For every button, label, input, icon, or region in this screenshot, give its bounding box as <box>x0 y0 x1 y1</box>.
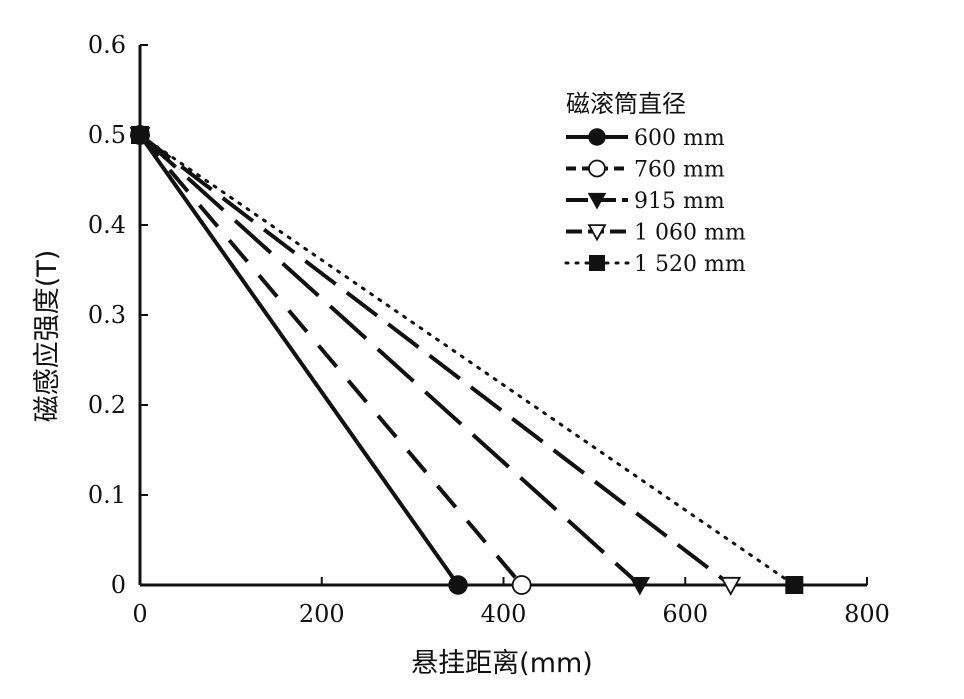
legend-title: 磁滚筒直径 <box>566 90 686 118</box>
series-layer <box>129 125 804 596</box>
series-1-marker <box>448 575 468 595</box>
legend-label-3: 915 mm <box>634 189 725 214</box>
x-tick-label: 0 <box>132 600 147 628</box>
x-tick-label: 600 <box>662 600 708 628</box>
legend-marker-5 <box>589 255 605 271</box>
series-line-3 <box>138 133 642 587</box>
y-tick-label: 0.3 <box>88 301 126 329</box>
y-tick-label: 0.4 <box>88 211 126 239</box>
series-3-marker <box>629 577 651 596</box>
y-tick-label: 0.1 <box>88 481 126 509</box>
series-line-5 <box>138 133 796 587</box>
series-line-4 <box>138 133 732 587</box>
x-tick-label: 800 <box>844 600 890 628</box>
y-tick-label: 0.6 <box>88 31 126 59</box>
legend-marker-3 <box>587 192 607 210</box>
legend-marker-2 <box>588 159 606 178</box>
legend-label-1: 600 mm <box>634 126 725 151</box>
x-tick-label: 200 <box>299 600 345 628</box>
x-axis-title: 悬挂距离(mm) <box>411 648 593 679</box>
x-tick-label: 400 <box>481 600 527 628</box>
series-1-marker <box>130 125 150 145</box>
series-line-1 <box>138 133 460 587</box>
legend-marker-1 <box>588 128 606 146</box>
y-tick-label: 0 <box>111 571 126 599</box>
legend-label-5: 1 520 mm <box>634 252 746 277</box>
legend-label-4: 1 060 mm <box>634 221 746 246</box>
series-4-marker <box>720 576 742 596</box>
series-2-marker <box>511 575 532 595</box>
series-line-2 <box>138 133 524 587</box>
series-5-marker <box>785 576 804 594</box>
axes: 0 200 400 600 800 0 0.1 0.2 0.3 0.4 0.5 0.6 <box>88 31 890 628</box>
legend-label-2: 760 mm <box>634 158 725 183</box>
legend: 磁滚筒直径 600 mm 760 mm 915 mm 1 060 mm 1 520 mm <box>564 90 746 277</box>
y-axis-title: 磁感应强度(T) <box>32 250 63 423</box>
y-tick-label: 0.5 <box>88 121 126 149</box>
y-tick-label: 0.2 <box>88 391 126 419</box>
legend-marker-4 <box>587 224 607 242</box>
